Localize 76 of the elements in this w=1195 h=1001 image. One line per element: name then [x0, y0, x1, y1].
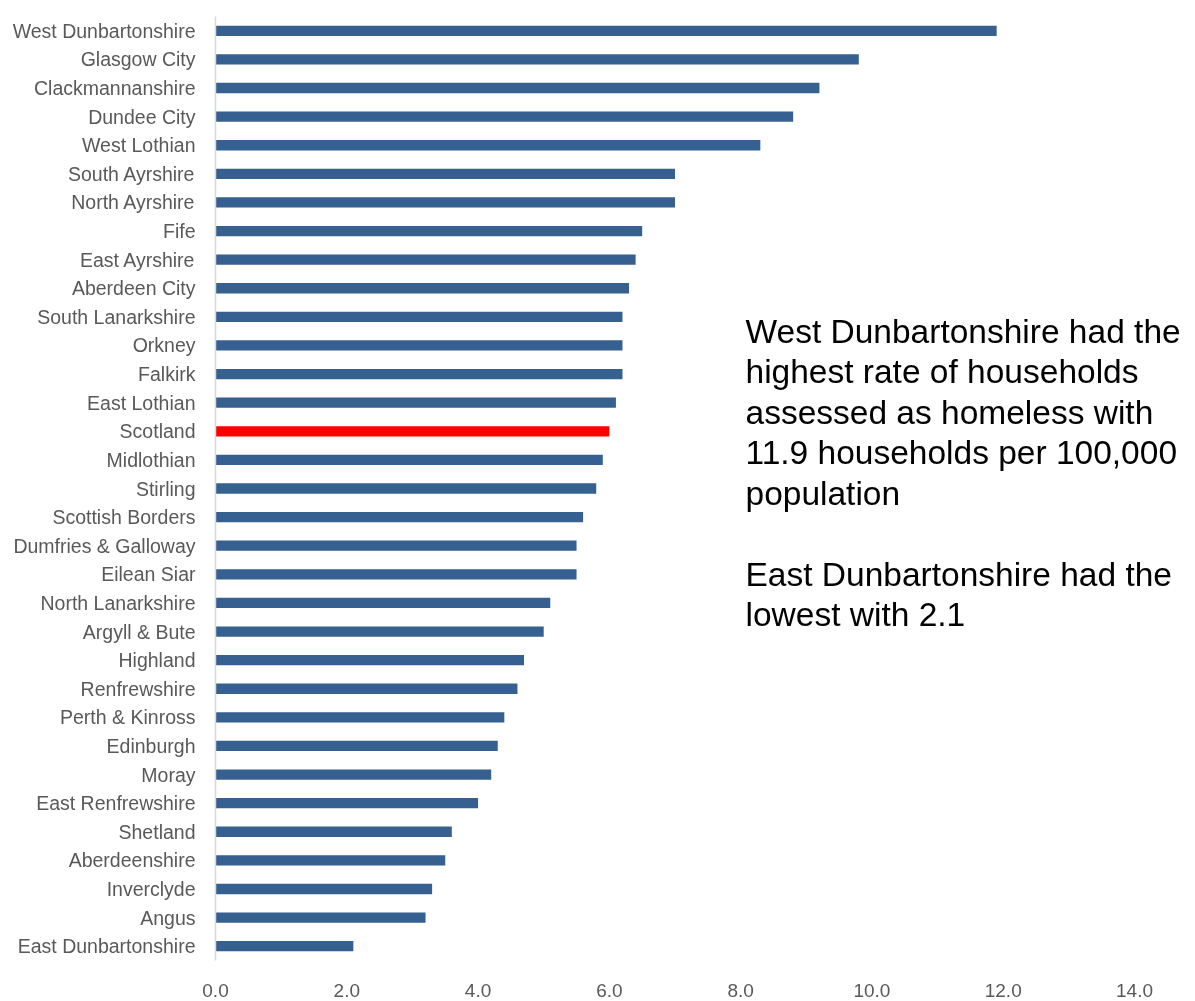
y-tick-label: Angus	[140, 906, 196, 929]
y-tick-label: East Dunbartonshire	[17, 935, 196, 958]
y-tick-label: Scotland	[119, 420, 196, 443]
y-tick-label: Renfrewshire	[80, 677, 196, 700]
bar	[215, 426, 610, 437]
y-tick-label: Fife	[162, 220, 196, 243]
bar	[215, 912, 426, 923]
y-tick-label: Dumfries & Galloway	[13, 534, 196, 557]
y-tick-label: East Renfrewshire	[36, 792, 196, 815]
bar	[215, 483, 597, 494]
bar	[215, 712, 505, 723]
bar	[215, 826, 452, 837]
y-tick-label: Edinburgh	[106, 734, 196, 757]
y-tick-label: South Ayrshire	[67, 162, 195, 185]
bar	[215, 683, 518, 694]
y-tick-label: Scottish Borders	[52, 506, 196, 529]
y-tick-label: Eilean Siar	[101, 563, 197, 586]
x-tick-label: 6.0	[596, 979, 623, 1001]
bar	[215, 883, 433, 895]
y-tick-label: Stirling	[135, 477, 196, 500]
bar	[215, 511, 584, 523]
y-tick-label: Inverclyde	[106, 877, 196, 900]
x-tick-label: 4.0	[464, 979, 492, 1001]
bar	[215, 454, 603, 466]
x-tick-label: 2.0	[333, 979, 360, 1001]
y-tick-label: Aberdeenshire	[68, 849, 196, 872]
x-tick-label: 10.0	[853, 979, 891, 1001]
y-tick-label: Midlothian	[106, 448, 196, 471]
y-tick-label: Clackmannanshire	[34, 77, 196, 100]
bar	[215, 168, 675, 179]
x-tick-label: 12.0	[984, 979, 1022, 1001]
y-tick-label: Falkirk	[138, 363, 196, 386]
y-tick-label: Argyll & Bute	[82, 620, 196, 643]
y-tick-label: Aberdeen City	[71, 277, 196, 300]
bar	[215, 597, 551, 609]
y-tick-label: South Lanarkshire	[37, 305, 196, 328]
bar	[215, 540, 577, 551]
y-tick-label: West Lothian	[82, 134, 196, 157]
bar	[215, 225, 643, 237]
y-tick-label: East Ayrshire	[79, 248, 195, 271]
bar	[215, 25, 997, 36]
bar	[215, 283, 630, 294]
annotation: West Dunbartonshire had the highest rate of households assessed as homeless with 11.9 households per 100,000 population	[745, 312, 1181, 512]
bar	[215, 397, 616, 408]
bar	[215, 368, 623, 380]
bar	[215, 654, 525, 666]
y-tick-label: West Dunbartonshire	[12, 19, 196, 42]
x-tick-label: 14.0	[1116, 979, 1153, 1001]
x-tick-label: 8.0	[727, 979, 754, 1001]
bar	[215, 54, 859, 65]
bar	[215, 254, 636, 265]
annotation: East Dunbartonshire had the lowest with 2.1	[745, 555, 1172, 633]
y-tick-label: Moray	[141, 763, 196, 786]
y-tick-label: Orkney	[132, 334, 196, 357]
y-tick-label: North Ayrshire	[71, 191, 195, 214]
y-tick-label: North Lanarkshire	[40, 591, 196, 614]
y-tick-label: East Lothian	[87, 391, 196, 414]
bar	[215, 311, 623, 323]
bar	[215, 941, 354, 952]
bar	[215, 111, 794, 122]
y-tick-label: Dundee City	[88, 105, 196, 128]
y-tick-label: Highland	[118, 649, 196, 672]
y-tick-label: Perth & Kinross	[60, 706, 196, 729]
bar	[215, 855, 446, 866]
bar	[215, 740, 498, 752]
x-tick-label: 0.0	[202, 979, 229, 1001]
bar	[215, 569, 577, 580]
bar	[215, 140, 761, 151]
y-tick-label: Glasgow City	[80, 48, 196, 71]
bar	[215, 626, 544, 637]
bar	[215, 340, 623, 351]
bar	[215, 798, 479, 809]
bar	[215, 769, 492, 780]
bar	[215, 197, 675, 208]
y-tick-label: Shetland	[118, 820, 196, 843]
bar	[215, 82, 820, 94]
